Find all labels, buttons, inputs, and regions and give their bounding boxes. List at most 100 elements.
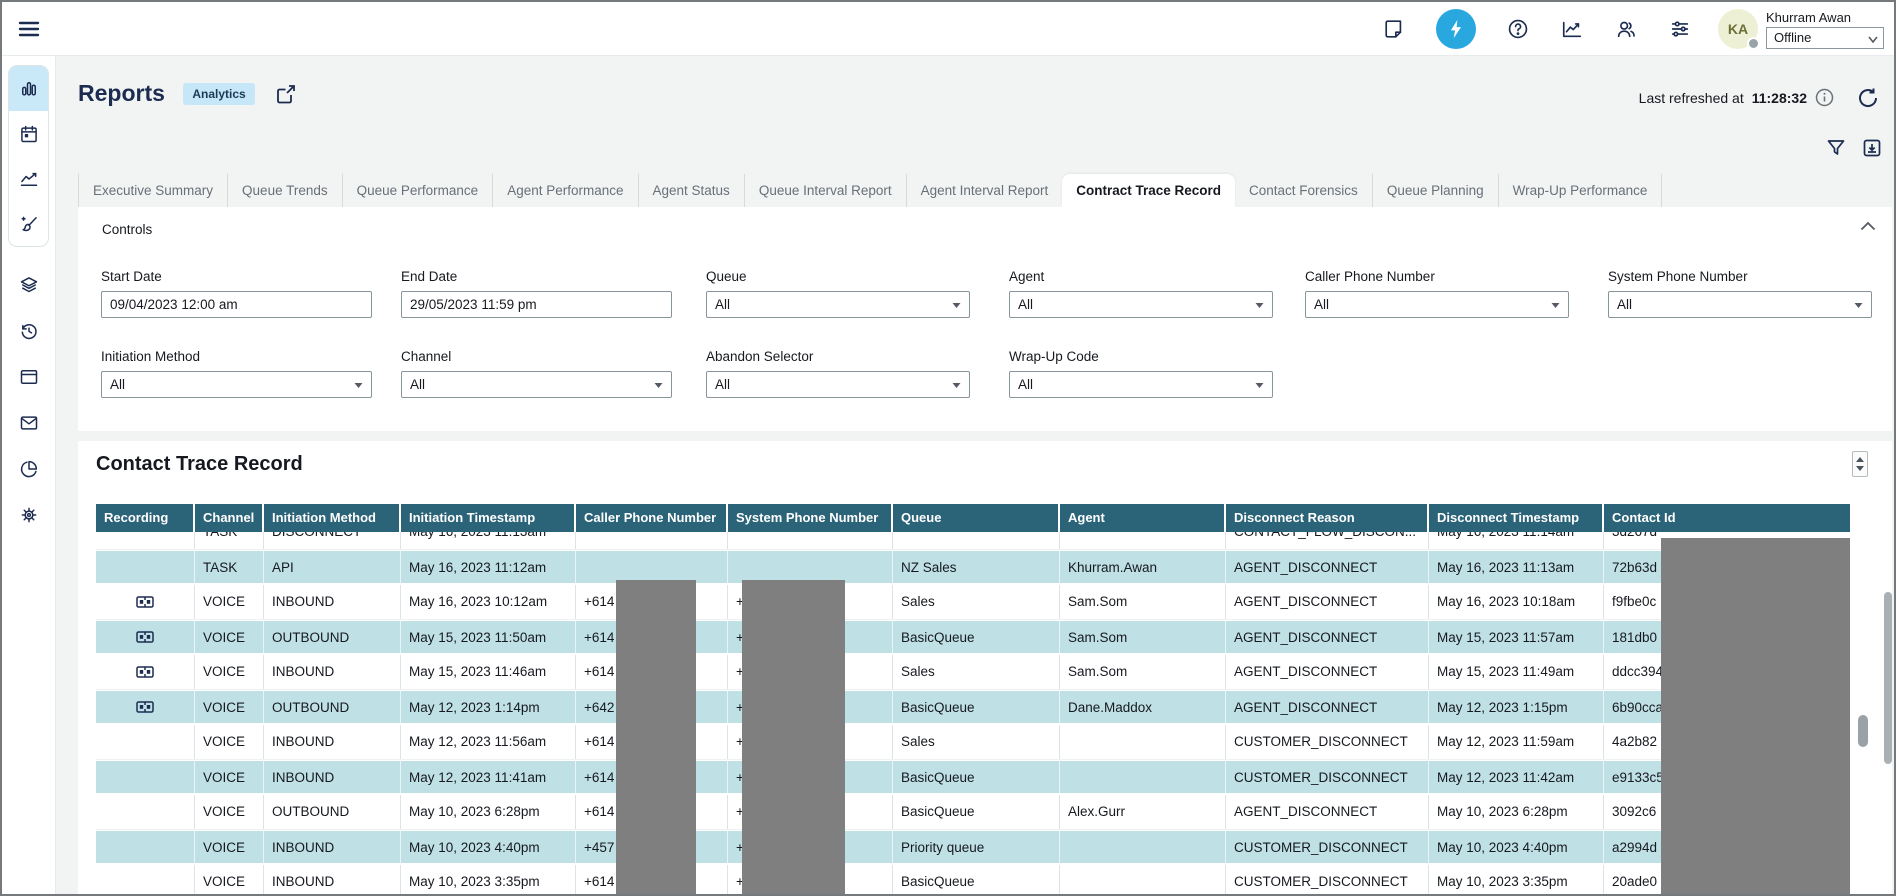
column-header-disconnect-timestamp[interactable]: Disconnect Timestamp bbox=[1429, 504, 1604, 532]
cell-disconnect-reason: AGENT_DISCONNECT bbox=[1226, 585, 1429, 619]
cell-initiation-method: OUTBOUND bbox=[264, 795, 401, 829]
system-phone-number-select[interactable]: All bbox=[1608, 291, 1872, 318]
recording-icon[interactable] bbox=[136, 631, 154, 643]
hamburger-menu-icon[interactable] bbox=[16, 16, 42, 42]
cell-disconnect-timestamp: May 16, 2023 10:18am bbox=[1429, 585, 1604, 619]
agent-label: Agent bbox=[1009, 269, 1273, 284]
cell-disconnect-timestamp: May 12, 2023 1:15pm bbox=[1429, 691, 1604, 723]
tab-agent-performance[interactable]: Agent Performance bbox=[492, 174, 637, 207]
column-header-caller-phone-number[interactable]: Caller Phone Number bbox=[576, 504, 728, 532]
sidebar-item-mail[interactable] bbox=[19, 413, 39, 433]
filter-icon[interactable] bbox=[1826, 138, 1846, 158]
tab-queue-planning[interactable]: Queue Planning bbox=[1372, 174, 1498, 207]
table-row[interactable]: VOICEINBOUNDMay 12, 2023 11:56am+614+612… bbox=[96, 725, 1850, 760]
column-header-queue[interactable]: Queue bbox=[893, 504, 1060, 532]
sidebar-item-pie-chart[interactable] bbox=[19, 459, 39, 479]
metrics-icon[interactable] bbox=[1560, 17, 1584, 41]
column-header-contact-id[interactable]: Contact Id bbox=[1604, 504, 1850, 532]
report-tabs: Executive SummaryQueue TrendsQueue Perfo… bbox=[78, 174, 1880, 207]
tab-agent-status[interactable]: Agent Status bbox=[638, 174, 744, 207]
controls-title: Controls bbox=[102, 222, 152, 237]
history-icon bbox=[19, 321, 39, 341]
table-row[interactable]: VOICEINBOUNDMay 10, 2023 3:35pm+614+612B… bbox=[96, 865, 1850, 896]
cell-channel: VOICE bbox=[195, 585, 264, 619]
initiation-method-select[interactable]: All bbox=[101, 371, 372, 398]
caret-down-icon bbox=[1255, 302, 1264, 309]
lightning-icon[interactable] bbox=[1436, 9, 1476, 49]
column-header-disconnect-reason[interactable]: Disconnect Reason bbox=[1226, 504, 1429, 532]
table-scrollbar[interactable] bbox=[1858, 715, 1868, 747]
column-header-initiation-method[interactable]: Initiation Method bbox=[264, 504, 401, 532]
tab-queue-performance[interactable]: Queue Performance bbox=[342, 174, 493, 207]
sidebar-item-line-chart[interactable] bbox=[9, 156, 48, 201]
avatar[interactable]: KA bbox=[1718, 9, 1758, 49]
recording-icon[interactable] bbox=[136, 701, 154, 713]
column-header-initiation-timestamp[interactable]: Initiation Timestamp bbox=[401, 504, 576, 532]
table-row[interactable]: VOICEINBOUNDMay 10, 2023 4:40pm+457+612P… bbox=[96, 830, 1850, 865]
redaction-overlay-system bbox=[742, 580, 845, 896]
recording-icon[interactable] bbox=[136, 596, 154, 608]
cell-disconnect-timestamp: May 16, 2023 11:14am bbox=[1429, 532, 1604, 549]
tab-contact-forensics[interactable]: Contact Forensics bbox=[1235, 174, 1372, 207]
table-row[interactable]: TASKDISCONNECTMay 16, 2023 11:13amCONTAC… bbox=[96, 532, 1850, 550]
top-bar: KA Khurram Awan Offline bbox=[2, 2, 1894, 56]
column-header-agent[interactable]: Agent bbox=[1060, 504, 1226, 532]
page-header: Reports Analytics Last refreshed at 11:2… bbox=[78, 80, 1880, 116]
last-refreshed-label: Last refreshed at bbox=[1639, 90, 1744, 106]
tab-queue-interval-report[interactable]: Queue Interval Report bbox=[744, 174, 906, 207]
tab-agent-interval-report[interactable]: Agent Interval Report bbox=[906, 174, 1063, 207]
cell-channel: TASK bbox=[195, 532, 264, 549]
table-body[interactable]: TASKDISCONNECTMay 16, 2023 11:13amCONTAC… bbox=[96, 532, 1850, 896]
table-row[interactable]: VOICEOUTBOUNDMay 10, 2023 6:28pm+614+612… bbox=[96, 795, 1850, 830]
end-date-input[interactable]: 29/05/2023 11:59 pm bbox=[401, 291, 672, 318]
download-icon[interactable] bbox=[1862, 138, 1882, 158]
agent-status-select[interactable]: Offline bbox=[1766, 27, 1884, 49]
table-row[interactable]: VOICEOUTBOUNDMay 15, 2023 11:50am+614+61… bbox=[96, 620, 1850, 655]
info-icon[interactable] bbox=[1815, 88, 1834, 107]
topbar-actions: KA Khurram Awan Offline bbox=[1382, 2, 1884, 56]
abandon-selector-label: Abandon Selector bbox=[706, 349, 970, 364]
help-icon[interactable] bbox=[1506, 17, 1530, 41]
table-row[interactable]: VOICEINBOUNDMay 16, 2023 10:12am+614+612… bbox=[96, 585, 1850, 620]
caller-phone-number-select[interactable]: All bbox=[1305, 291, 1569, 318]
wrap-up-code-select[interactable]: All bbox=[1009, 371, 1273, 398]
sidebar-item-bar-chart[interactable] bbox=[9, 66, 48, 111]
refresh-icon[interactable] bbox=[1856, 86, 1880, 110]
external-link-icon[interactable] bbox=[275, 83, 297, 105]
sidebar-item-brush[interactable] bbox=[9, 201, 48, 246]
abandon-selector-select[interactable]: All bbox=[706, 371, 970, 398]
users-icon[interactable] bbox=[1614, 17, 1638, 41]
column-header-recording[interactable]: Recording bbox=[96, 504, 195, 532]
filter-system-phone-number: System Phone NumberAll bbox=[1608, 269, 1872, 318]
sidebar-item-gear[interactable] bbox=[19, 505, 39, 525]
sidebar-item-window[interactable] bbox=[19, 367, 39, 387]
page-scrollbar[interactable] bbox=[1884, 592, 1892, 764]
window-icon bbox=[19, 367, 39, 387]
tab-executive-summary[interactable]: Executive Summary bbox=[78, 174, 227, 207]
recording-icon[interactable] bbox=[136, 666, 154, 678]
cell-queue: Sales bbox=[893, 655, 1060, 689]
sidebar-item-layers[interactable] bbox=[19, 275, 39, 295]
caret-down-icon bbox=[1854, 302, 1863, 309]
table-row[interactable]: VOICEOUTBOUNDMay 12, 2023 1:14pm+642+612… bbox=[96, 690, 1850, 725]
column-header-channel[interactable]: Channel bbox=[195, 504, 264, 532]
agent-select[interactable]: All bbox=[1009, 291, 1273, 318]
column-header-system-phone-number[interactable]: System Phone Number bbox=[728, 504, 893, 532]
tab-contract-trace-record[interactable]: Contract Trace Record bbox=[1062, 174, 1235, 207]
notes-icon[interactable] bbox=[1382, 17, 1406, 41]
table-row[interactable]: VOICEINBOUNDMay 12, 2023 11:41am+614+612… bbox=[96, 760, 1850, 795]
tab-wrap-up-performance[interactable]: Wrap-Up Performance bbox=[1498, 174, 1663, 207]
start-date-label: Start Date bbox=[101, 269, 372, 284]
sidebar-item-calendar[interactable] bbox=[9, 111, 48, 156]
table-row[interactable]: VOICEINBOUNDMay 15, 2023 11:46am+614+612… bbox=[96, 655, 1850, 690]
queue-select[interactable]: All bbox=[706, 291, 970, 318]
collapse-chevron-up-icon[interactable] bbox=[1860, 221, 1876, 231]
tab-queue-trends[interactable]: Queue Trends bbox=[227, 174, 342, 207]
table-row[interactable]: TASKAPIMay 16, 2023 11:12amNZ SalesKhurr… bbox=[96, 550, 1850, 585]
channel-select[interactable]: All bbox=[401, 371, 672, 398]
table-scroll-stepper[interactable] bbox=[1852, 451, 1868, 477]
sidebar-item-history[interactable] bbox=[19, 321, 39, 341]
end-date-label: End Date bbox=[401, 269, 672, 284]
start-date-input[interactable]: 09/04/2023 12:00 am bbox=[101, 291, 372, 318]
sliders-icon[interactable] bbox=[1668, 17, 1692, 41]
